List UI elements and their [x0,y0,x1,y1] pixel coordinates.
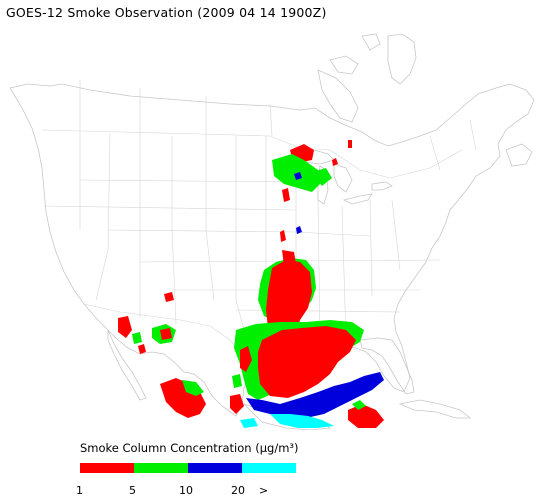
continent-outline [9,83,535,417]
smoke-medium [352,400,366,410]
smoke-observation-map [9,33,535,430]
smoke-light [282,250,296,266]
hudson-bay-outline [317,69,359,123]
map-title: GOES-12 Smoke Observation (2009 04 14 19… [6,5,327,20]
smoke-very-heavy [270,414,334,428]
smoke-medium [182,380,204,396]
smoke-light [164,292,174,302]
smoke-light [160,328,172,340]
legend-tick-label: 5 [129,484,136,497]
legend-tick-label: 1 [76,484,83,497]
legend-tick-label: > [259,484,269,497]
state-boundaries [41,80,477,361]
smoke-heavy [246,372,384,418]
smoke-light [348,404,384,428]
legend-swatch [242,463,296,473]
smoke-light [280,230,286,242]
smoke-light [282,188,290,202]
legend-swatch [134,463,188,473]
legend-swatch [188,463,242,473]
smoke-patches [118,140,384,428]
smoke-light [118,316,132,338]
great-lake-erie [342,193,373,205]
legend-title: Smoke Column Concentration (μg/m³) [80,441,299,455]
smoke-medium [312,168,332,186]
smoke-light [258,326,356,398]
legend-tick-label: 20 [231,484,245,497]
smoke-medium [132,332,142,344]
legend-swatch [80,463,134,473]
smoke-medium [232,374,242,388]
smoke-light [138,344,146,354]
arctic-island-outline [329,55,359,75]
greenland-outline [387,33,417,85]
smoke-heavy [296,226,302,234]
smoke-very-heavy [240,418,258,428]
arctic-island-outline [361,33,381,51]
us-canada-border [41,129,463,179]
cuba-outline [398,399,472,419]
newfoundland-outline [505,143,533,167]
us-mexico-border [83,303,245,361]
smoke-light [332,158,338,166]
legend-tick-label: 10 [179,484,193,497]
smoke-heavy [294,172,302,180]
florida-outline [359,337,415,395]
smoke-light [348,140,352,148]
smoke-light [230,394,244,414]
basemap-outlines [9,33,535,430]
smoke-light [266,260,312,336]
smoke-light [240,346,252,372]
great-lake-ontario [371,181,393,191]
legend-color-bar [80,463,296,473]
smoke-light [160,378,206,418]
great-lake-huron [333,163,353,193]
baja-outline [107,329,147,401]
